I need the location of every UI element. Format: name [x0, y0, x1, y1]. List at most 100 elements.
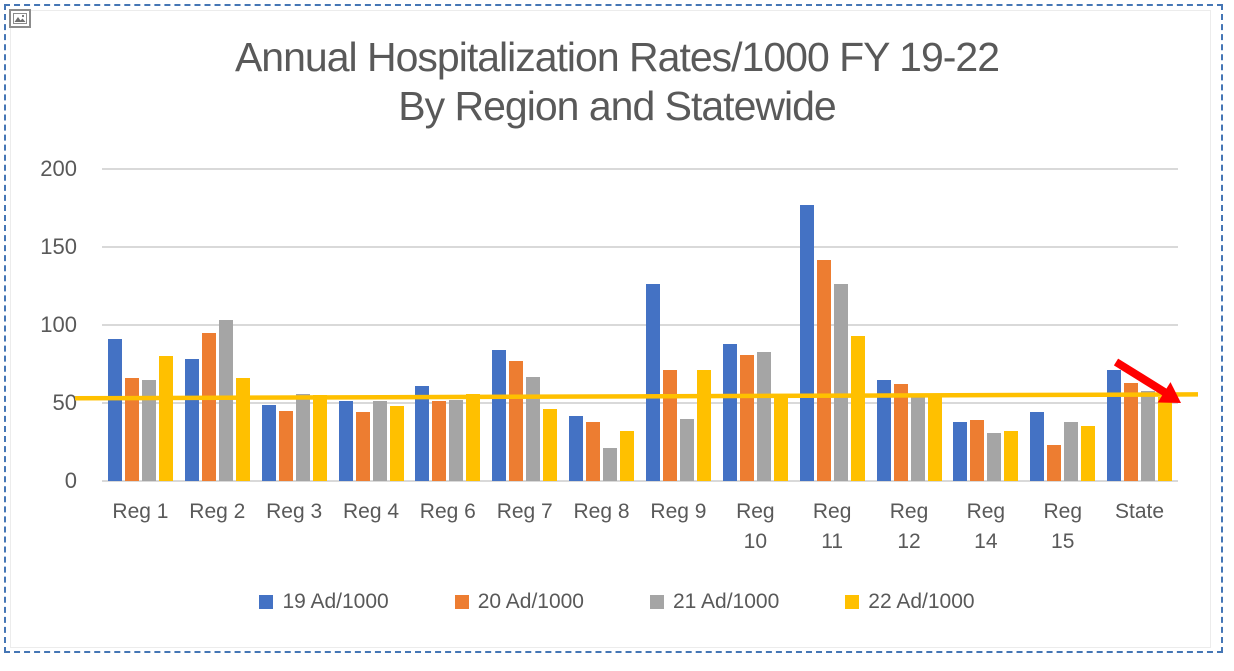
legend-label: 19 Ad/1000	[282, 590, 389, 613]
bar	[756, 351, 771, 481]
legend-swatch	[650, 595, 664, 609]
bar	[543, 409, 558, 481]
bar	[679, 418, 694, 481]
bar	[1064, 421, 1079, 481]
legend-swatch	[454, 595, 469, 609]
bar	[1004, 431, 1019, 481]
bar	[372, 401, 387, 481]
bar	[927, 395, 942, 481]
x-axis-label: Reg 1	[102, 497, 179, 527]
bar	[466, 393, 481, 481]
bar	[338, 401, 353, 481]
gridline	[102, 168, 1178, 170]
x-axis-label-text: Reg 14	[966, 500, 1006, 553]
bar	[141, 379, 156, 481]
x-axis-label-text: Reg 12	[889, 500, 929, 553]
x-axis-label: Reg 8	[563, 497, 640, 527]
bar	[662, 370, 677, 481]
bar	[739, 354, 754, 481]
x-axis-label: Reg 9	[640, 497, 717, 527]
bar	[184, 359, 199, 481]
bar	[415, 385, 430, 481]
image-glyph	[13, 13, 27, 24]
chart-title-line2: By Region and Statewide	[398, 83, 836, 129]
x-axis-label: Reg 14	[947, 497, 1024, 557]
x-axis-label-text: Reg 9	[650, 500, 707, 523]
x-axis-label-text: Reg 7	[496, 500, 553, 523]
bar	[876, 379, 891, 481]
bar	[970, 420, 985, 481]
x-axis-label: Reg 6	[409, 497, 486, 527]
x-axis-label: Reg 4	[333, 497, 410, 527]
legend-label: 21 Ad/1000	[673, 590, 780, 613]
bar	[569, 415, 584, 481]
bar	[158, 356, 173, 481]
gridline	[102, 402, 1178, 404]
bar	[603, 448, 618, 481]
bar	[389, 406, 404, 481]
bar	[953, 421, 968, 481]
bar	[201, 332, 216, 481]
legend-item: 19 Ad/1000	[259, 590, 389, 614]
x-axis-label: State	[1101, 497, 1178, 527]
bar	[107, 339, 122, 481]
bar	[492, 350, 507, 481]
y-axis-tick-label: 150	[40, 234, 77, 259]
x-axis-label: Reg 3	[256, 497, 333, 527]
bar	[893, 384, 908, 481]
bar	[620, 431, 635, 481]
bar	[509, 360, 524, 481]
x-axis-label: Reg 10	[717, 497, 794, 557]
selection-border	[4, 4, 1223, 653]
x-axis-label-text: Reg 3	[266, 500, 323, 523]
bar	[432, 401, 447, 481]
y-axis-tick-label: 50	[52, 390, 77, 415]
bar	[1141, 390, 1156, 481]
bar	[987, 432, 1002, 481]
y-axis-tick-label: 0	[64, 468, 77, 493]
x-axis-label: Reg 7	[486, 497, 563, 527]
legend-label: 22 Ad/1000	[868, 590, 975, 613]
bar	[645, 284, 660, 481]
image-edge	[10, 10, 1211, 648]
chart-title-line1: Annual Hospitalization Rates/1000 FY 19-…	[234, 34, 1000, 80]
bar	[722, 343, 737, 481]
bar	[816, 259, 831, 481]
bar	[1107, 370, 1122, 481]
legend-swatch	[259, 595, 274, 609]
x-axis-label: Reg 11	[794, 497, 871, 557]
x-axis-label: Reg 15	[1024, 497, 1101, 557]
y-axis-tick-label: 200	[40, 156, 77, 181]
bar	[833, 284, 848, 481]
bar	[850, 335, 865, 481]
image-placeholder-icon[interactable]	[9, 9, 31, 28]
gridline	[102, 324, 1178, 326]
legend-label: 20 Ad/1000	[477, 590, 584, 613]
bar	[1124, 382, 1139, 481]
x-axis-label-text: Reg 1	[112, 500, 169, 523]
x-axis-label-text: Reg 8	[573, 500, 630, 523]
legend-swatch	[845, 595, 860, 609]
x-axis-label-text: Reg 4	[343, 500, 400, 523]
bar	[526, 376, 541, 481]
legend-item: 22 Ad/1000	[845, 590, 975, 614]
bar	[295, 393, 310, 481]
chart-legend: 19 Ad/1000 20 Ad/1000 21 Ad/1000 22 Ad/1000	[0, 590, 1234, 614]
gridline	[102, 246, 1178, 248]
bar	[449, 399, 464, 481]
gridline	[102, 480, 1178, 482]
x-axis-label-text: Reg 11	[812, 500, 852, 553]
bar	[773, 393, 788, 481]
x-axis-label: Reg 2	[179, 497, 256, 527]
x-axis-label-text: Reg 2	[189, 500, 246, 523]
bar	[235, 378, 250, 481]
bar	[1081, 426, 1096, 481]
x-axis-label: Reg 12	[871, 497, 948, 557]
bar	[910, 396, 925, 481]
bar	[1158, 396, 1173, 481]
bar	[218, 320, 233, 481]
bar	[278, 410, 293, 481]
legend-item: 21 Ad/1000	[650, 590, 779, 614]
x-axis-label-text: Reg 15	[1043, 500, 1082, 553]
